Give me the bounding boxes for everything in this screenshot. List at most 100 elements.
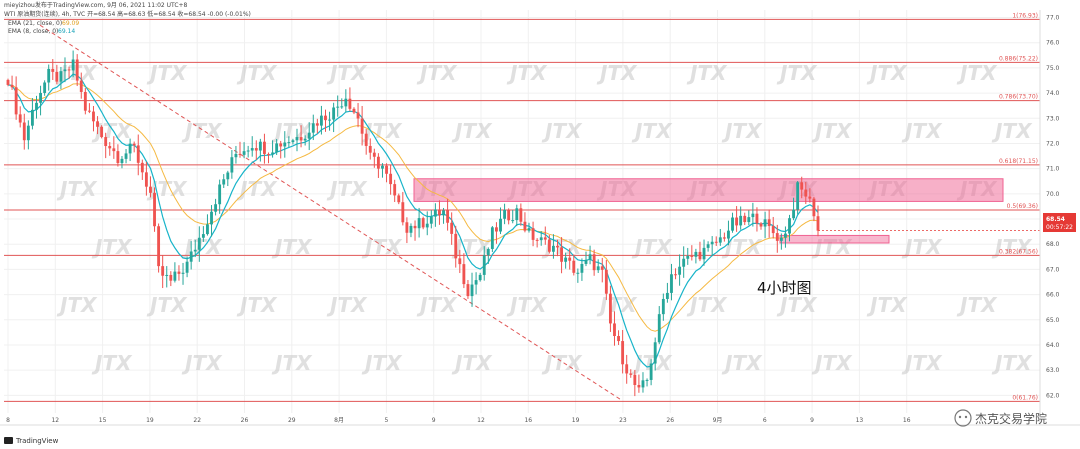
candle-body (214, 204, 218, 212)
candle-body (804, 189, 808, 197)
candle-body (271, 152, 274, 155)
candle-body (674, 274, 677, 276)
x-tick-label: 19 (146, 417, 154, 424)
price-tag-countdown: 00:57:22 (1046, 224, 1073, 231)
candle-body (682, 258, 686, 267)
watermark-mark: JTX (236, 61, 278, 85)
candle-body (291, 140, 295, 143)
x-axis: 8 12 15 19 22 26 29 8月 5 9 12 16 19 23 26 9月 6 9 13 16 (0, 417, 1080, 426)
timeframe-annotation: 4小时图 (757, 279, 812, 297)
candle-body (600, 266, 604, 270)
candle-body (511, 220, 515, 222)
candle-body (560, 247, 563, 262)
x-tick-label: 15 (99, 417, 107, 424)
candle-body (307, 132, 311, 139)
candle-body (527, 228, 531, 231)
candle-body (59, 71, 63, 82)
candle-body (332, 107, 336, 120)
x-tick-label: 19 (572, 417, 580, 424)
candle-body (30, 109, 34, 126)
candle-body (303, 138, 307, 141)
candle-body (234, 153, 238, 158)
candle-body (230, 157, 234, 173)
candle-body (153, 192, 156, 227)
watermark-mark: JTX (866, 293, 908, 317)
candle-body (621, 341, 625, 365)
candle-body (771, 226, 775, 234)
candle-body (263, 141, 266, 154)
y-tick-label: 68.0 (1046, 241, 1060, 248)
candle-body (702, 247, 706, 260)
candle-body (751, 213, 755, 218)
candle-body (287, 142, 291, 144)
candle-body (242, 151, 246, 155)
candle-body (250, 148, 254, 151)
candle-body (686, 255, 690, 259)
watermark-mark: JTX (271, 119, 313, 143)
candle-body (433, 209, 437, 217)
ema21-label: EMA (21, close, 0) (8, 20, 62, 27)
fib-label: 0.5(69.36) (1007, 203, 1038, 210)
candle-body (319, 115, 323, 126)
support-zone (779, 234, 890, 244)
x-tick-label: 29 (288, 417, 296, 424)
candle-body (421, 218, 425, 228)
candle-body (470, 284, 474, 297)
candle-body (185, 261, 189, 273)
candle-body (340, 106, 344, 108)
candle-body (246, 150, 250, 152)
candle-body (556, 245, 559, 248)
candle-body (63, 69, 67, 72)
candle-body (352, 108, 356, 113)
candle-body (328, 119, 331, 121)
candle-body (356, 112, 360, 119)
candle-body (523, 221, 527, 231)
candle-body (596, 266, 600, 271)
y-tick-label: 71.0 (1046, 166, 1060, 173)
candle-body (779, 237, 783, 241)
watermark-mark: JTX (451, 351, 493, 375)
candle-body (311, 123, 315, 133)
candle-body (572, 260, 576, 273)
candle-body (401, 202, 405, 223)
candle-body (531, 228, 535, 240)
candle-body (458, 258, 462, 265)
candle-body (120, 158, 124, 164)
candle-body (210, 211, 213, 225)
x-tick-label: 12 (477, 417, 485, 424)
candle-body (633, 374, 637, 385)
ema8-legend: EMA (8, close, 0) 69.14 (8, 28, 75, 35)
wechat-icon (954, 409, 972, 427)
candle-body (92, 111, 95, 122)
candle-body (169, 274, 173, 281)
x-tick-label: 6 (763, 417, 767, 424)
candle-body (482, 255, 486, 275)
watermark-mark: JTX (271, 351, 313, 375)
candle-body (543, 237, 547, 240)
candle-body (161, 266, 165, 276)
candle-body (743, 215, 747, 223)
watermark-mark: JTX (721, 351, 763, 375)
ema8-line (7, 73, 819, 368)
watermark-mark: JTX (416, 61, 458, 85)
candle-body (547, 239, 551, 252)
candle-body (279, 143, 283, 147)
candle-body (592, 254, 596, 271)
credit-text: 杰克交易学院 (975, 411, 1047, 426)
candle-body (739, 215, 743, 226)
candle-body (808, 196, 812, 199)
candle-body (258, 141, 262, 151)
candle-body (116, 151, 120, 164)
candle-body (393, 184, 397, 196)
candle-body (698, 251, 702, 260)
candle-body (788, 218, 791, 234)
watermark-mark: JTX (596, 61, 638, 85)
ema8-label: EMA (8, close, 0) (8, 28, 58, 35)
ema-lines (7, 73, 1040, 368)
candle-body (51, 68, 55, 72)
candle-body (519, 208, 523, 222)
candle-body (222, 179, 226, 185)
watermark-mark: JTX (721, 119, 763, 143)
candle-body (218, 184, 222, 205)
